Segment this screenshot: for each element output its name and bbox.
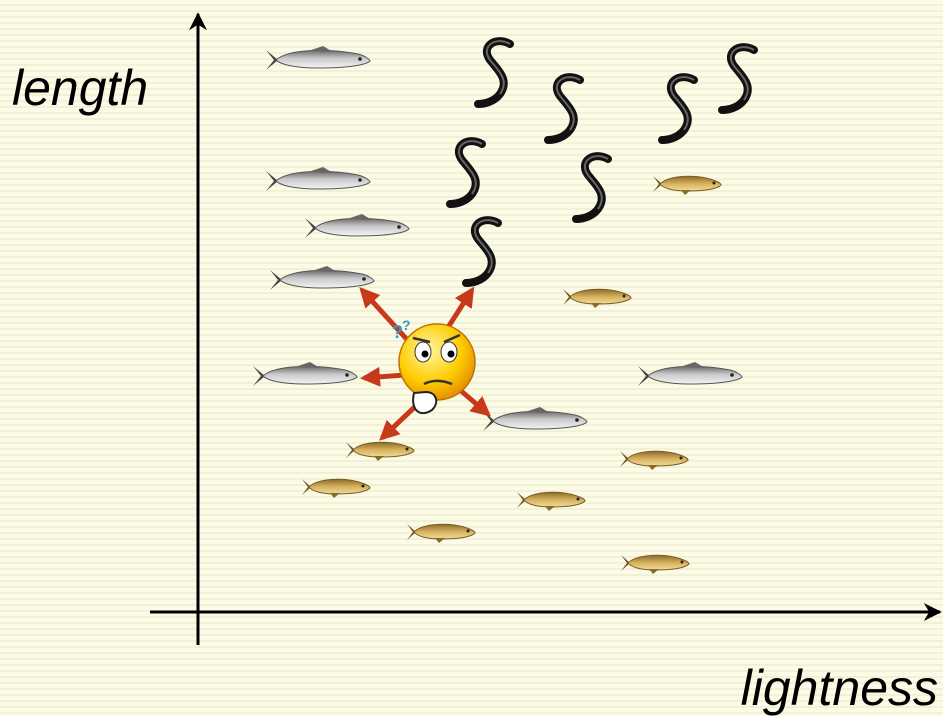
hand — [412, 390, 438, 415]
arrow — [442, 286, 475, 334]
question-marks: ? — [402, 317, 411, 333]
arrow — [359, 287, 414, 347]
pupil — [447, 350, 455, 358]
mouth — [423, 379, 453, 386]
arrow — [458, 388, 492, 417]
pupil — [421, 350, 429, 358]
x-axis-label: lightness — [741, 660, 938, 716]
brows — [412, 333, 461, 344]
question-marks: ? — [392, 322, 403, 342]
arrow — [360, 366, 406, 387]
face — [398, 323, 476, 401]
neighbor-arrows — [359, 286, 492, 441]
thinking-face: ? ? — [392, 317, 476, 415]
y-axis-label: length — [12, 60, 148, 116]
